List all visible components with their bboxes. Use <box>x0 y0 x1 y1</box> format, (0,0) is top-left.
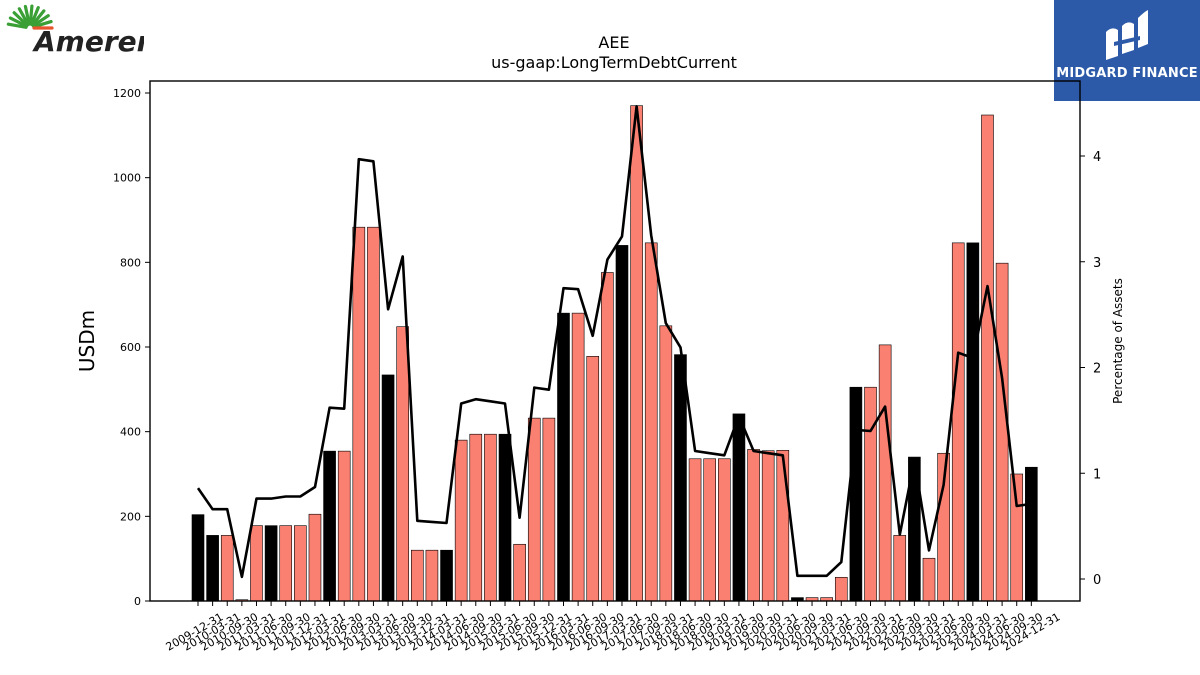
bar <box>849 386 863 602</box>
sunburst-ray <box>28 4 34 26</box>
sunburst-ray <box>32 19 53 29</box>
bar <box>776 449 790 602</box>
midgard-wordmark: MIDGARD FINANCE <box>1056 66 1198 81</box>
ameren-logo: Ameren <box>4 4 157 60</box>
sunburst-ray <box>30 9 46 27</box>
y-tick-label: 800 <box>120 256 141 269</box>
bar <box>484 433 497 602</box>
sunburst-ray <box>31 14 50 28</box>
bar <box>542 417 556 602</box>
bar <box>410 549 424 602</box>
bar <box>644 242 658 602</box>
bar <box>337 450 351 602</box>
bar <box>966 242 980 602</box>
y-tick-label: 600 <box>120 341 141 354</box>
bar <box>469 433 483 602</box>
bar <box>893 535 907 602</box>
bar <box>323 450 336 602</box>
chart-title: AEE <box>598 33 629 52</box>
bar <box>951 242 965 602</box>
bar <box>367 226 380 602</box>
y-tick-label: 1000 <box>113 172 141 185</box>
bar <box>440 549 453 602</box>
bar <box>630 105 643 602</box>
y-axis-label: USDm <box>75 310 99 372</box>
bar <box>761 450 775 602</box>
midgard-finance-logo: MIDGARD FINANCE <box>1054 0 1200 101</box>
bar <box>381 374 395 602</box>
bar <box>250 525 263 602</box>
y2-tick-label: 0 <box>1093 573 1101 588</box>
bar <box>922 557 936 602</box>
bar <box>586 356 600 602</box>
sunburst-ray <box>29 6 40 26</box>
bar <box>454 439 468 602</box>
bar <box>601 272 614 602</box>
bar <box>571 312 585 602</box>
bar-series <box>191 105 1038 602</box>
bar <box>674 354 687 602</box>
sunburst-ray <box>8 16 29 28</box>
ameren-sunburst-icon: Ameren <box>6 4 157 58</box>
sunburst-ray <box>12 11 29 27</box>
bar <box>206 535 219 602</box>
bar <box>659 325 673 602</box>
bar <box>995 262 1009 602</box>
bar <box>878 344 892 602</box>
bar <box>557 312 570 602</box>
bar <box>220 535 234 602</box>
bar <box>425 549 439 602</box>
bar <box>352 226 366 602</box>
sunburst-ray <box>17 7 30 27</box>
bar <box>294 525 307 602</box>
line-series <box>196 105 1032 579</box>
sunburst-ray <box>6 22 28 29</box>
plot-frame <box>149 80 1081 602</box>
bar <box>264 525 278 602</box>
y2-axis-label: Percentage of Assets <box>1111 278 1125 404</box>
bar <box>747 449 760 602</box>
bar <box>615 245 629 602</box>
axes: 020040060080010001200012342009-12-312010… <box>113 80 1101 654</box>
bar <box>308 513 322 602</box>
bar <box>981 114 994 602</box>
bar <box>396 326 409 602</box>
y-tick-label: 400 <box>120 426 141 439</box>
bar <box>732 413 746 602</box>
ameren-wordmark: Ameren <box>32 25 144 58</box>
bar <box>688 458 702 602</box>
sunburst-ray <box>23 4 31 26</box>
bar <box>718 458 731 602</box>
percentage-line <box>196 105 1032 579</box>
bar <box>527 417 541 602</box>
bar <box>498 433 512 602</box>
y2-tick-label: 1 <box>1093 467 1101 482</box>
bar <box>1010 473 1024 602</box>
bar <box>513 543 526 602</box>
bar <box>1025 466 1038 602</box>
bar <box>191 514 205 602</box>
bar <box>703 458 717 602</box>
y2-tick-label: 2 <box>1093 362 1101 377</box>
chart-subtitle: us-gaap:LongTermDebtCurrent <box>491 53 737 72</box>
y-tick-label: 0 <box>134 595 141 608</box>
y2-tick-label: 3 <box>1093 256 1101 271</box>
bar <box>279 525 293 602</box>
y-tick-label: 1200 <box>113 87 141 100</box>
y-tick-label: 200 <box>120 510 141 523</box>
y2-tick-label: 4 <box>1093 150 1101 165</box>
bar <box>864 386 877 602</box>
midgard-emblem-icon <box>1106 10 1148 60</box>
bar <box>834 576 848 602</box>
